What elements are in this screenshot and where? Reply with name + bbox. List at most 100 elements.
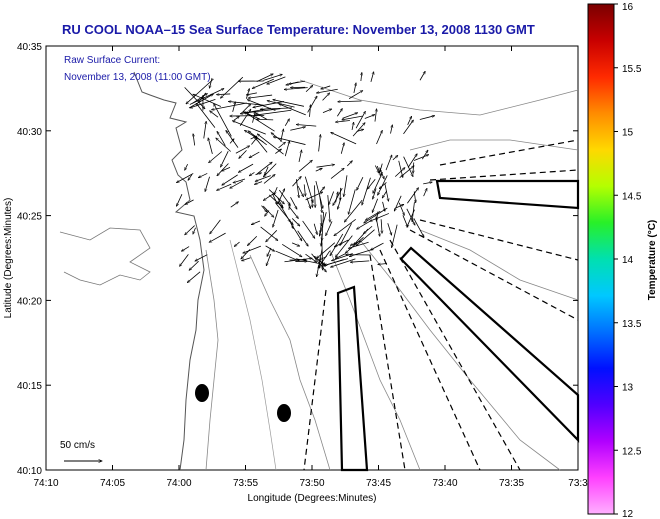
current-vector — [374, 165, 379, 174]
current-vector — [198, 173, 208, 177]
current-vector — [230, 180, 244, 188]
current-vector — [255, 173, 261, 176]
current-vector — [315, 180, 323, 208]
map-content: 50 cm/s Raw Surface Current: November 13… — [59, 55, 580, 472]
current-vector — [367, 178, 376, 189]
current-vector — [316, 88, 338, 93]
current-vector — [233, 116, 240, 121]
current-vector — [273, 209, 279, 227]
current-vector — [246, 92, 258, 95]
current-vector — [189, 260, 199, 270]
current-vector — [185, 199, 194, 205]
current-vector — [370, 72, 374, 83]
current-vector — [252, 111, 256, 123]
current-vector — [307, 96, 317, 113]
y-axis-ticks: 40:35 40:30 40:25 40:20 40:15 40:10 — [17, 42, 578, 477]
y-axis-label: Latitude (Degrees:Minutes) — [3, 198, 14, 319]
current-vector — [407, 188, 418, 204]
current-vector — [355, 111, 365, 129]
coverage-polygon-north — [435, 179, 580, 210]
current-vector — [229, 139, 234, 144]
current-vector — [320, 223, 321, 233]
current-vector — [255, 113, 267, 120]
current-vector — [373, 188, 377, 200]
current-vector — [310, 105, 311, 117]
current-vector — [315, 168, 323, 172]
current-vector — [381, 219, 382, 233]
y-tick-label: 40:20 — [17, 296, 42, 307]
current-vector — [395, 204, 404, 209]
current-vector — [195, 254, 208, 261]
current-vector — [184, 87, 205, 108]
current-vector — [279, 103, 306, 116]
current-vector — [266, 253, 272, 266]
y-tick-label: 40:25 — [17, 212, 42, 223]
current-vector — [319, 187, 325, 193]
colorbar-tick-label: 15 — [622, 128, 634, 139]
current-vector — [291, 218, 300, 226]
current-vector — [352, 123, 365, 137]
current-vector — [361, 72, 362, 82]
current-vector — [407, 116, 412, 125]
current-vector — [222, 174, 238, 185]
current-vector — [356, 129, 364, 132]
current-vector — [268, 194, 283, 208]
current-vector — [380, 163, 383, 173]
current-vector — [314, 185, 315, 207]
current-vector — [234, 241, 240, 246]
current-vector — [413, 162, 414, 174]
current-vector — [413, 191, 416, 202]
current-vector — [350, 260, 370, 262]
current-vector — [382, 201, 385, 211]
current-vector — [290, 196, 296, 209]
current-vector — [176, 173, 194, 183]
current-vector — [319, 195, 322, 213]
bathymetry-contour — [419, 229, 579, 301]
current-vector — [239, 150, 247, 158]
current-vector — [256, 162, 272, 175]
current-vector — [322, 93, 330, 101]
current-vector — [329, 191, 335, 205]
bathymetry-contour — [359, 239, 561, 471]
current-vector — [275, 250, 300, 262]
y-tick-label: 40:35 — [17, 42, 42, 53]
current-vector — [364, 115, 375, 119]
current-vector — [251, 220, 261, 225]
x-tick-label: 74:05 — [100, 478, 125, 489]
current-vector — [317, 242, 336, 259]
current-vector — [392, 224, 398, 248]
current-vector — [342, 113, 357, 119]
current-vector — [373, 172, 384, 193]
current-vector — [179, 254, 189, 266]
current-vector — [210, 111, 219, 118]
colorbar-tick-label: 12 — [622, 509, 634, 519]
current-vector — [265, 245, 275, 251]
y-tick-label: 40:15 — [17, 381, 42, 392]
scale-label: 50 cm/s — [60, 440, 95, 451]
x-tick-label: 73:40 — [432, 478, 457, 489]
current-vector — [268, 189, 284, 204]
current-vector — [186, 78, 214, 104]
current-vector — [331, 132, 357, 145]
colorbar-ticks: 16 15.5 15 14.5 14 13.5 13 12.5 12 — [614, 2, 642, 519]
current-vector — [271, 133, 283, 142]
current-vector — [203, 121, 206, 139]
current-vector — [370, 242, 384, 250]
current-vector — [239, 109, 251, 126]
current-vector — [217, 183, 232, 191]
colorbar-label: Temperature (°C) — [647, 220, 658, 301]
current-vector — [398, 160, 403, 178]
current-vector — [394, 195, 402, 211]
current-vector — [382, 190, 388, 198]
inner-shore-contour — [205, 249, 219, 471]
x-axis-ticks: 74:10 74:05 74:00 73:55 73:50 73:45 73:40 73:35… — [33, 46, 588, 489]
current-vector — [193, 94, 222, 107]
current-vector — [196, 103, 216, 128]
coastline — [133, 71, 205, 471]
colorbar-tick-label: 14 — [622, 255, 634, 266]
current-vector — [264, 166, 269, 175]
bathymetry-contour — [409, 139, 579, 151]
current-vector — [205, 176, 210, 192]
colorbar-tick-label: 14.5 — [622, 191, 642, 202]
current-vector — [322, 108, 332, 114]
